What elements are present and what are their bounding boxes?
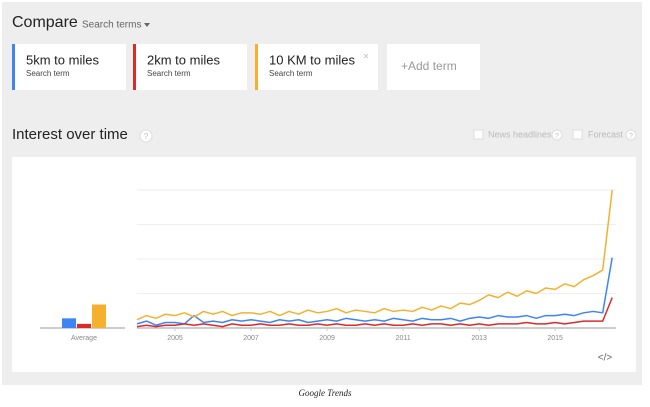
option-label: Forecast [588, 129, 624, 139]
remove-term[interactable]: × [363, 52, 369, 63]
x-tick-label: 2007 [243, 335, 259, 342]
term-color-stripe [12, 44, 15, 90]
series-line [136, 189, 613, 321]
section-title: Interest over time [12, 126, 128, 143]
option-label: News headlines [488, 129, 552, 139]
term-color-stripe [255, 44, 258, 90]
search-terms-dropdown[interactable]: Search terms [82, 20, 141, 31]
term-label: 10 KM to miles [269, 52, 355, 67]
chart-box [12, 157, 636, 372]
add-term[interactable]: +Add term [401, 59, 457, 73]
average-label: Average [71, 335, 97, 342]
x-tick-label: 2009 [319, 335, 335, 342]
compare-title: Compare [12, 14, 78, 31]
average-bar [77, 323, 91, 328]
series-line [136, 297, 613, 328]
caption: Google Trends [299, 388, 352, 398]
term-label: 5km to miles [26, 52, 99, 67]
term-sublabel: Search term [26, 69, 70, 78]
term-card[interactable] [12, 44, 126, 90]
help-text: ? [555, 133, 559, 140]
embed-button[interactable]: </> [598, 353, 613, 364]
help-icon[interactable] [625, 129, 637, 141]
help-text: ? [144, 132, 149, 141]
series-line [136, 257, 613, 326]
dropdown-arrow [144, 23, 150, 27]
term-color-stripe [133, 44, 136, 90]
add-term-card[interactable] [387, 44, 480, 90]
term-label: 2km to miles [147, 52, 220, 67]
term-sublabel: Search term [269, 69, 313, 78]
term-card[interactable] [133, 44, 247, 90]
term-card[interactable] [255, 44, 378, 90]
checkbox[interactable] [473, 129, 484, 140]
x-tick-label: 2011 [396, 335, 411, 342]
x-tick-label: 2005 [167, 335, 183, 342]
checkbox[interactable] [572, 129, 583, 140]
x-tick-label: 2015 [547, 335, 563, 342]
x-tick-label: 2013 [471, 335, 487, 342]
help-icon[interactable] [139, 129, 153, 143]
average-bar [62, 318, 76, 328]
term-sublabel: Search term [147, 69, 191, 78]
average-bar [92, 304, 106, 328]
help-icon[interactable] [551, 129, 563, 141]
help-text: ? [629, 133, 633, 140]
